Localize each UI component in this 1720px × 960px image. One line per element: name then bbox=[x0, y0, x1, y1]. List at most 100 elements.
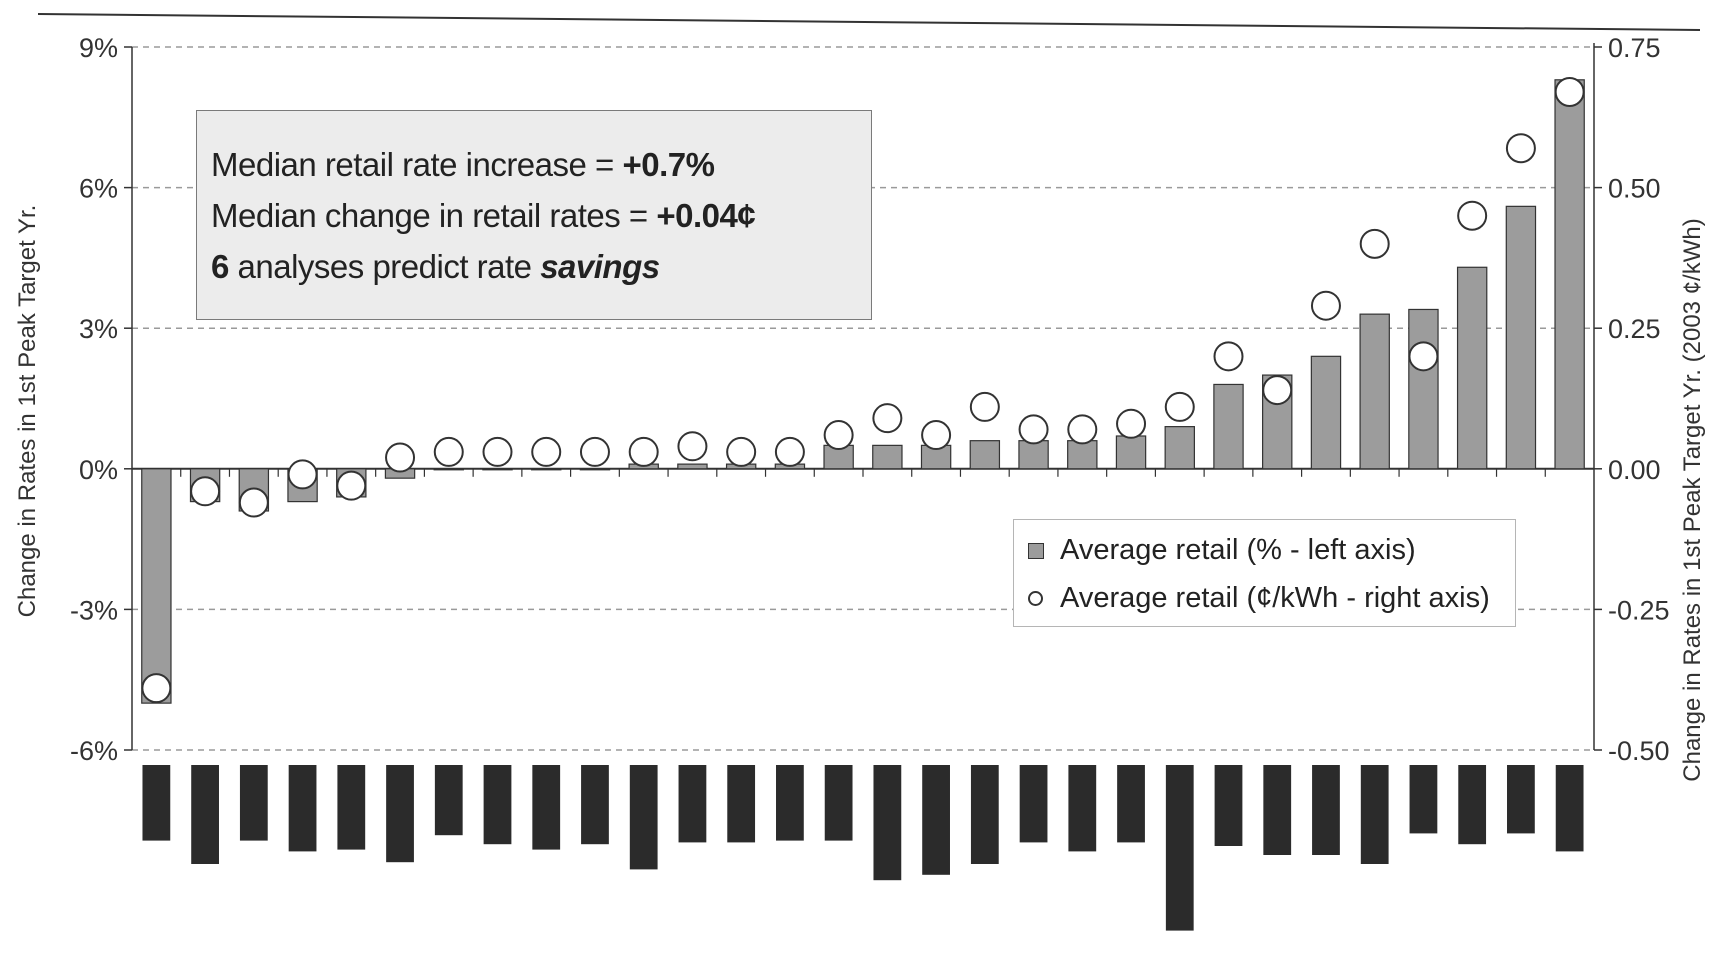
circle-point bbox=[289, 460, 317, 488]
lower-bar bbox=[1312, 765, 1340, 855]
circle-point bbox=[1215, 342, 1243, 370]
circle-point bbox=[678, 432, 706, 460]
circle-point bbox=[1312, 292, 1340, 320]
circle-point bbox=[191, 477, 219, 505]
top-rule bbox=[38, 14, 1700, 30]
circle-point bbox=[873, 404, 901, 432]
bar bbox=[1311, 356, 1340, 468]
bar bbox=[873, 445, 902, 468]
lower-bar-series bbox=[142, 765, 1583, 931]
lower-bar bbox=[1166, 765, 1194, 931]
circle-point bbox=[1507, 134, 1535, 162]
lower-bar bbox=[142, 765, 170, 841]
annotation-value: +0.7% bbox=[622, 146, 714, 183]
circle-point bbox=[1068, 415, 1096, 443]
lower-bar bbox=[679, 765, 707, 842]
left-tick-label: 0% bbox=[79, 455, 118, 485]
bar bbox=[1360, 314, 1389, 469]
circle-point bbox=[727, 438, 755, 466]
bar bbox=[532, 469, 561, 470]
lower-bar bbox=[337, 765, 365, 850]
annotation-value: +0.04¢ bbox=[656, 197, 755, 234]
bar bbox=[434, 469, 463, 470]
lower-bar bbox=[289, 765, 317, 851]
lower-bar bbox=[1117, 765, 1145, 842]
annotation-line-savings: 6 analyses predict rate savings bbox=[211, 241, 857, 292]
legend-label-bars: Average retail (% - left axis) bbox=[1060, 534, 1416, 567]
right-tick-label: 0.75 bbox=[1608, 33, 1661, 63]
right-tick-label: 0.25 bbox=[1608, 314, 1661, 344]
circle-point bbox=[1020, 415, 1048, 443]
right-axis-title: Change in Rates in 1st Peak Target Yr. (… bbox=[1679, 218, 1706, 781]
annotation-count: 6 bbox=[211, 248, 229, 285]
circle-point bbox=[1263, 376, 1291, 404]
annotation-text: Median retail rate increase = bbox=[211, 146, 622, 183]
left-tick-label: -6% bbox=[70, 736, 118, 766]
legend-label-circles: Average retail (¢/kWh - right axis) bbox=[1060, 582, 1490, 615]
lower-bar bbox=[1556, 765, 1584, 851]
lower-bar bbox=[1215, 765, 1243, 846]
lower-bar bbox=[873, 765, 901, 880]
bar bbox=[1555, 80, 1584, 469]
lower-bar bbox=[1507, 765, 1535, 833]
circle-point bbox=[337, 472, 365, 500]
bar bbox=[1458, 267, 1487, 469]
circle-point bbox=[240, 489, 268, 517]
circle-point bbox=[532, 438, 560, 466]
bar-swatch-icon bbox=[1028, 543, 1044, 559]
right-axis-ticks: 0.75 0.50 0.25 0.00 -0.25 -0.50 bbox=[1608, 33, 1670, 766]
circle-point bbox=[1409, 342, 1437, 370]
circle-point bbox=[776, 438, 804, 466]
lower-bar bbox=[1410, 765, 1438, 833]
legend: Average retail (% - left axis) Average r… bbox=[1013, 519, 1516, 627]
bar bbox=[1019, 441, 1048, 469]
circle-point bbox=[1458, 202, 1486, 230]
bar bbox=[678, 464, 707, 469]
circle-point bbox=[1117, 410, 1145, 438]
right-tick-label: 0.00 bbox=[1608, 455, 1661, 485]
bar bbox=[1165, 427, 1194, 469]
bar bbox=[1506, 206, 1535, 468]
bar bbox=[1214, 384, 1243, 468]
lower-bar bbox=[1361, 765, 1389, 864]
circle-marker-icon bbox=[1028, 591, 1043, 606]
lower-bar bbox=[971, 765, 999, 864]
bar bbox=[1409, 309, 1438, 468]
circle-point bbox=[1166, 393, 1194, 421]
lower-bar bbox=[1020, 765, 1048, 842]
circle-point bbox=[386, 444, 414, 472]
lower-bar bbox=[1263, 765, 1291, 855]
annotation-line-median-increase: Median retail rate increase = +0.7% bbox=[211, 139, 857, 190]
left-tick-label: 6% bbox=[79, 174, 118, 204]
lower-bar bbox=[435, 765, 463, 835]
circle-point bbox=[630, 438, 658, 466]
lower-bar bbox=[581, 765, 609, 844]
lower-bar bbox=[1458, 765, 1486, 844]
annotation-text: analyses predict rate bbox=[229, 248, 540, 285]
circle-point bbox=[484, 438, 512, 466]
left-tick-label: 9% bbox=[79, 33, 118, 63]
lower-bar bbox=[825, 765, 853, 841]
lower-bar bbox=[1068, 765, 1096, 851]
circle-point bbox=[435, 438, 463, 466]
lower-bar bbox=[776, 765, 804, 841]
lower-bar bbox=[484, 765, 512, 844]
lower-bar bbox=[240, 765, 268, 841]
circle-point bbox=[825, 421, 853, 449]
circle-point bbox=[1556, 78, 1584, 106]
lower-bar bbox=[630, 765, 658, 869]
right-tick-label: -0.25 bbox=[1608, 595, 1670, 625]
circle-point bbox=[922, 421, 950, 449]
legend-item-bars: Average retail (% - left axis) bbox=[1028, 534, 1416, 567]
right-tick-label: -0.50 bbox=[1608, 736, 1670, 766]
circle-point bbox=[1361, 230, 1389, 258]
right-tick-label: 0.50 bbox=[1608, 174, 1661, 204]
lower-bar bbox=[386, 765, 414, 862]
bar bbox=[483, 469, 512, 470]
left-axis-title: Change in Rates in 1st Peak Target Yr. bbox=[14, 205, 41, 618]
circle-point bbox=[142, 674, 170, 702]
bar bbox=[1068, 441, 1097, 469]
bar bbox=[142, 469, 171, 703]
annotation-text: Median change in retail rates = bbox=[211, 197, 656, 234]
annotation-emphasis: savings bbox=[540, 248, 659, 285]
